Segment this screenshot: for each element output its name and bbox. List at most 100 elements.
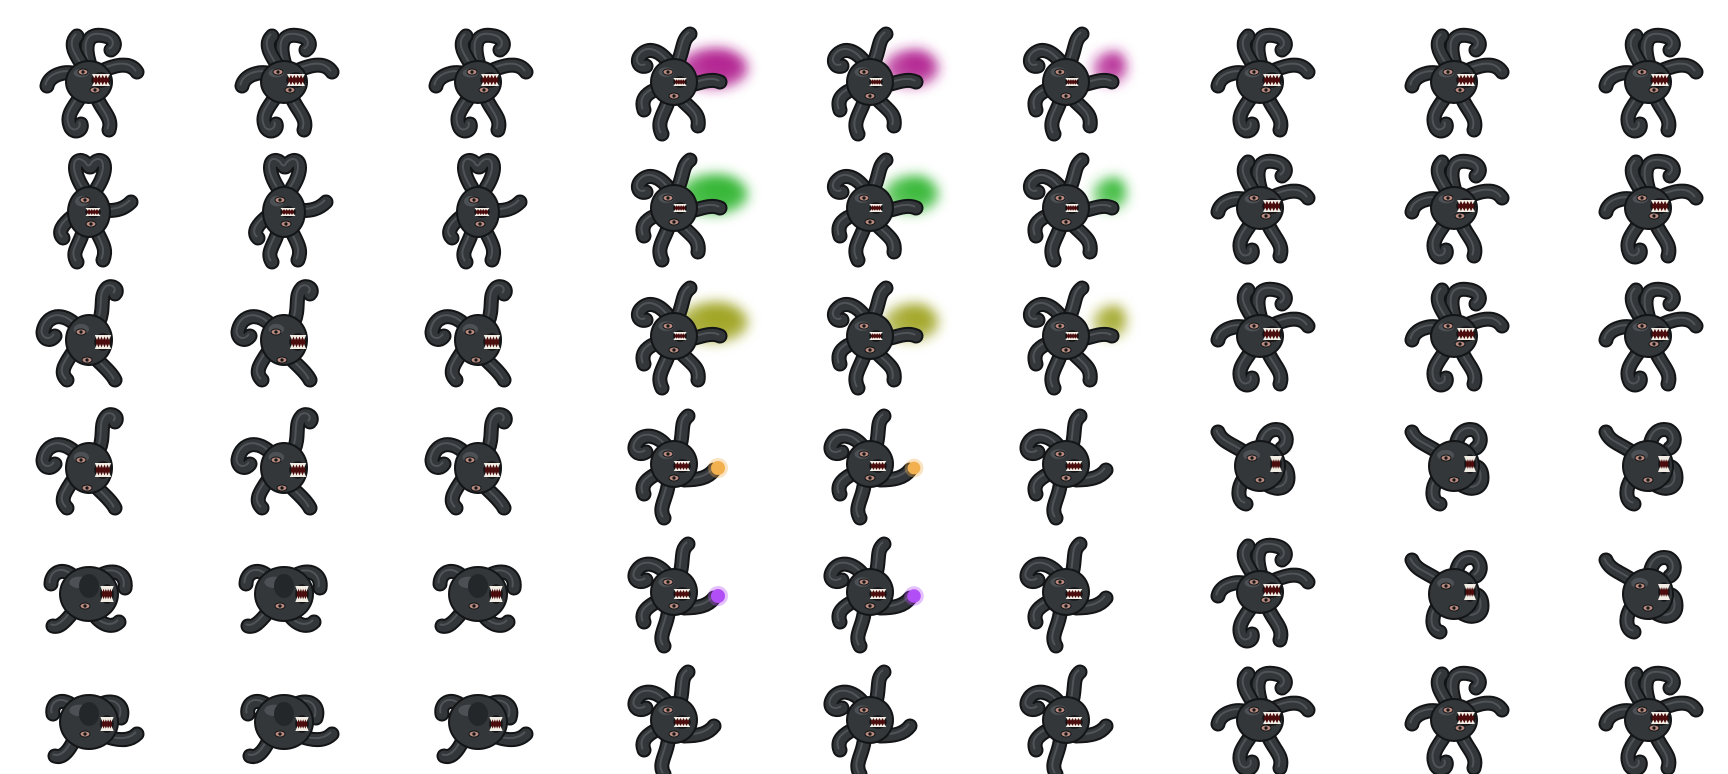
sprite-frame xyxy=(618,26,748,142)
sprite-frame xyxy=(422,152,532,270)
sprite-frame xyxy=(1592,280,1704,393)
sprite-frame xyxy=(618,664,728,774)
tentacle-monster-sprite xyxy=(1022,26,1127,142)
tentacle-monster-sprite xyxy=(424,407,513,516)
tentacle-monster-sprite xyxy=(1404,550,1490,640)
tentacle-monster-sprite xyxy=(630,280,748,396)
tentacle-monster-sprite xyxy=(230,407,319,516)
sprite-frame xyxy=(33,279,143,390)
sprite-frame xyxy=(1010,536,1120,654)
sprite-frame xyxy=(1010,26,1127,142)
sprite-frame xyxy=(1204,664,1316,774)
tentacle-monster-sprite xyxy=(1210,422,1296,512)
sprite-frame xyxy=(814,664,924,774)
tentacle-monster-sprite xyxy=(424,279,513,388)
tentacle-monster-sprite xyxy=(826,26,939,142)
tentacle-monster-sprite xyxy=(1598,422,1684,512)
sprite-frame xyxy=(33,664,145,774)
tentacle-monster-sprite xyxy=(1022,280,1127,396)
tentacle-monster-sprite xyxy=(627,536,728,654)
tentacle-monster-sprite xyxy=(1019,664,1114,774)
sprite-frame xyxy=(1592,152,1704,265)
tentacle-monster-sprite xyxy=(1210,27,1316,139)
sprite-frame xyxy=(1398,536,1508,646)
tentacle-monster-sprite xyxy=(43,564,133,634)
sprite-frame xyxy=(1204,408,1314,518)
tentacle-monster-sprite xyxy=(1022,152,1127,268)
sprite-frame xyxy=(1010,664,1120,774)
sprite-frame xyxy=(1204,280,1316,393)
sprite-frame xyxy=(422,664,534,774)
tentacle-monster-sprite xyxy=(823,408,924,526)
tentacle-monster-sprite xyxy=(1598,153,1704,265)
tentacle-monster-sprite xyxy=(238,564,328,634)
tentacle-monster-sprite xyxy=(35,407,124,516)
sprite-frame xyxy=(228,664,340,774)
tentacle-monster-sprite xyxy=(45,694,145,764)
sprite-frame xyxy=(618,408,728,526)
tentacle-monster-sprite xyxy=(1210,537,1316,649)
tentacle-monster-sprite xyxy=(432,564,522,634)
tentacle-monster-sprite xyxy=(826,280,939,396)
tentacle-monster-sprite xyxy=(1598,27,1704,139)
sprite-frame xyxy=(228,152,338,270)
tentacle-monster-sprite xyxy=(1598,665,1704,774)
tentacle-monster-sprite xyxy=(1019,408,1114,526)
tentacle-monster-sprite xyxy=(823,536,924,654)
sprite-frame xyxy=(1592,664,1704,774)
sprite-frame xyxy=(33,536,143,646)
tentacle-monster-sprite xyxy=(1210,153,1316,265)
tentacle-monster-sprite xyxy=(1404,153,1510,265)
tentacle-monster-sprite xyxy=(1404,665,1510,774)
tentacle-monster-sprite xyxy=(428,27,534,139)
sprite-frame xyxy=(33,407,143,518)
sprite-frame xyxy=(1398,408,1508,518)
sprite-frame xyxy=(1592,536,1702,646)
sprite-frame xyxy=(814,280,939,396)
sprite-frame xyxy=(814,536,924,654)
tentacle-monster-sprite xyxy=(823,664,918,774)
tentacle-monster-sprite xyxy=(240,694,340,764)
sprite-frame xyxy=(1204,26,1316,139)
sprite-frame xyxy=(1204,536,1316,649)
tentacle-monster-sprite xyxy=(627,664,722,774)
tentacle-monster-sprite xyxy=(1019,536,1114,654)
sprite-frame xyxy=(1010,408,1120,526)
sprite-frame xyxy=(1398,26,1510,139)
sprite-frame xyxy=(1398,280,1510,393)
tentacle-monster-sprite xyxy=(1598,550,1684,640)
sprite-frame xyxy=(1204,152,1316,265)
sprite-frame xyxy=(618,536,728,654)
sprite-frame xyxy=(422,26,534,139)
sprite-frame xyxy=(618,152,748,268)
tentacle-monster-sprite xyxy=(1210,665,1316,774)
tentacle-monster-sprite xyxy=(1404,281,1510,393)
tentacle-monster-sprite xyxy=(627,408,728,526)
sprite-frame xyxy=(422,407,532,518)
sprite-frame xyxy=(814,408,924,526)
tentacle-monster-sprite xyxy=(826,152,939,268)
tentacle-monster-sprite xyxy=(1598,281,1704,393)
tentacle-monster-sprite xyxy=(234,27,340,139)
sprite-frame xyxy=(1398,664,1510,774)
sprite-frame xyxy=(1592,408,1702,518)
sprite-frame xyxy=(422,279,532,390)
tentacle-monster-sprite xyxy=(1404,422,1490,512)
tentacle-monster-sprite xyxy=(39,27,145,139)
tentacle-monster-sprite xyxy=(630,152,748,268)
tentacle-monster-sprite xyxy=(1404,27,1510,139)
tentacle-monster-sprite xyxy=(442,153,528,270)
sprite-frame xyxy=(228,279,338,390)
sprite-frame xyxy=(1592,26,1704,139)
tentacle-monster-sprite xyxy=(35,279,124,388)
sprite-frame xyxy=(33,152,143,270)
sprite-frame xyxy=(1398,152,1510,265)
tentacle-monster-sprite xyxy=(434,694,534,764)
sprite-frame xyxy=(814,152,939,268)
sprite-frame xyxy=(422,536,532,646)
tentacle-monster-sprite xyxy=(53,153,139,270)
sprite-frame xyxy=(228,407,338,518)
tentacle-monster-sprite xyxy=(630,26,748,142)
tentacle-monster-sprite xyxy=(1210,281,1316,393)
